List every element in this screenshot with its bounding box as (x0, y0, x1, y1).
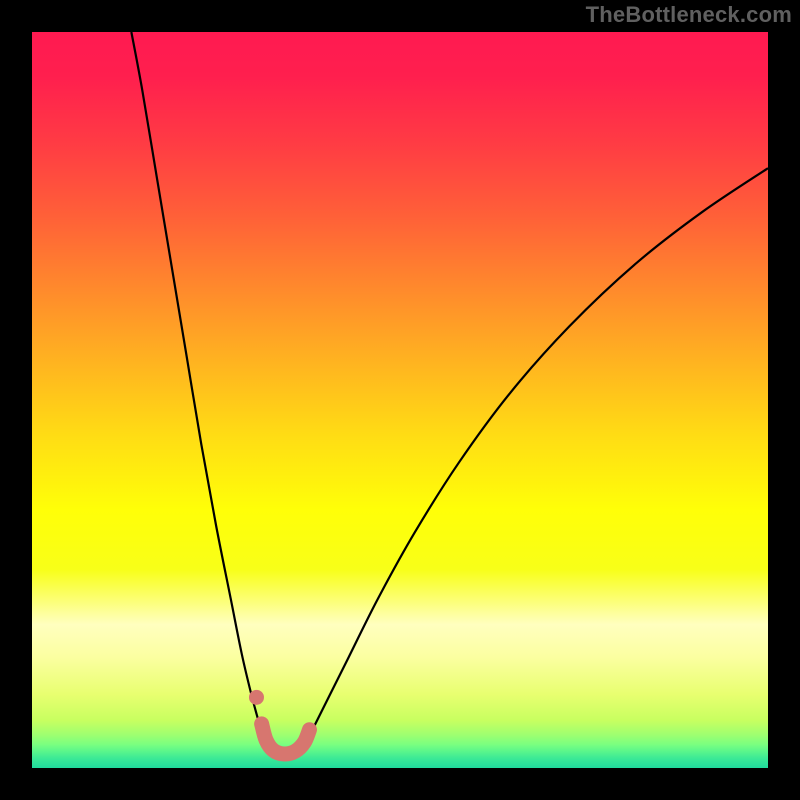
highlight-dot (249, 690, 264, 705)
bottleneck-chart (0, 0, 800, 800)
watermark-text: TheBottleneck.com (586, 2, 792, 28)
plot-background (32, 32, 768, 768)
chart-container: TheBottleneck.com (0, 0, 800, 800)
